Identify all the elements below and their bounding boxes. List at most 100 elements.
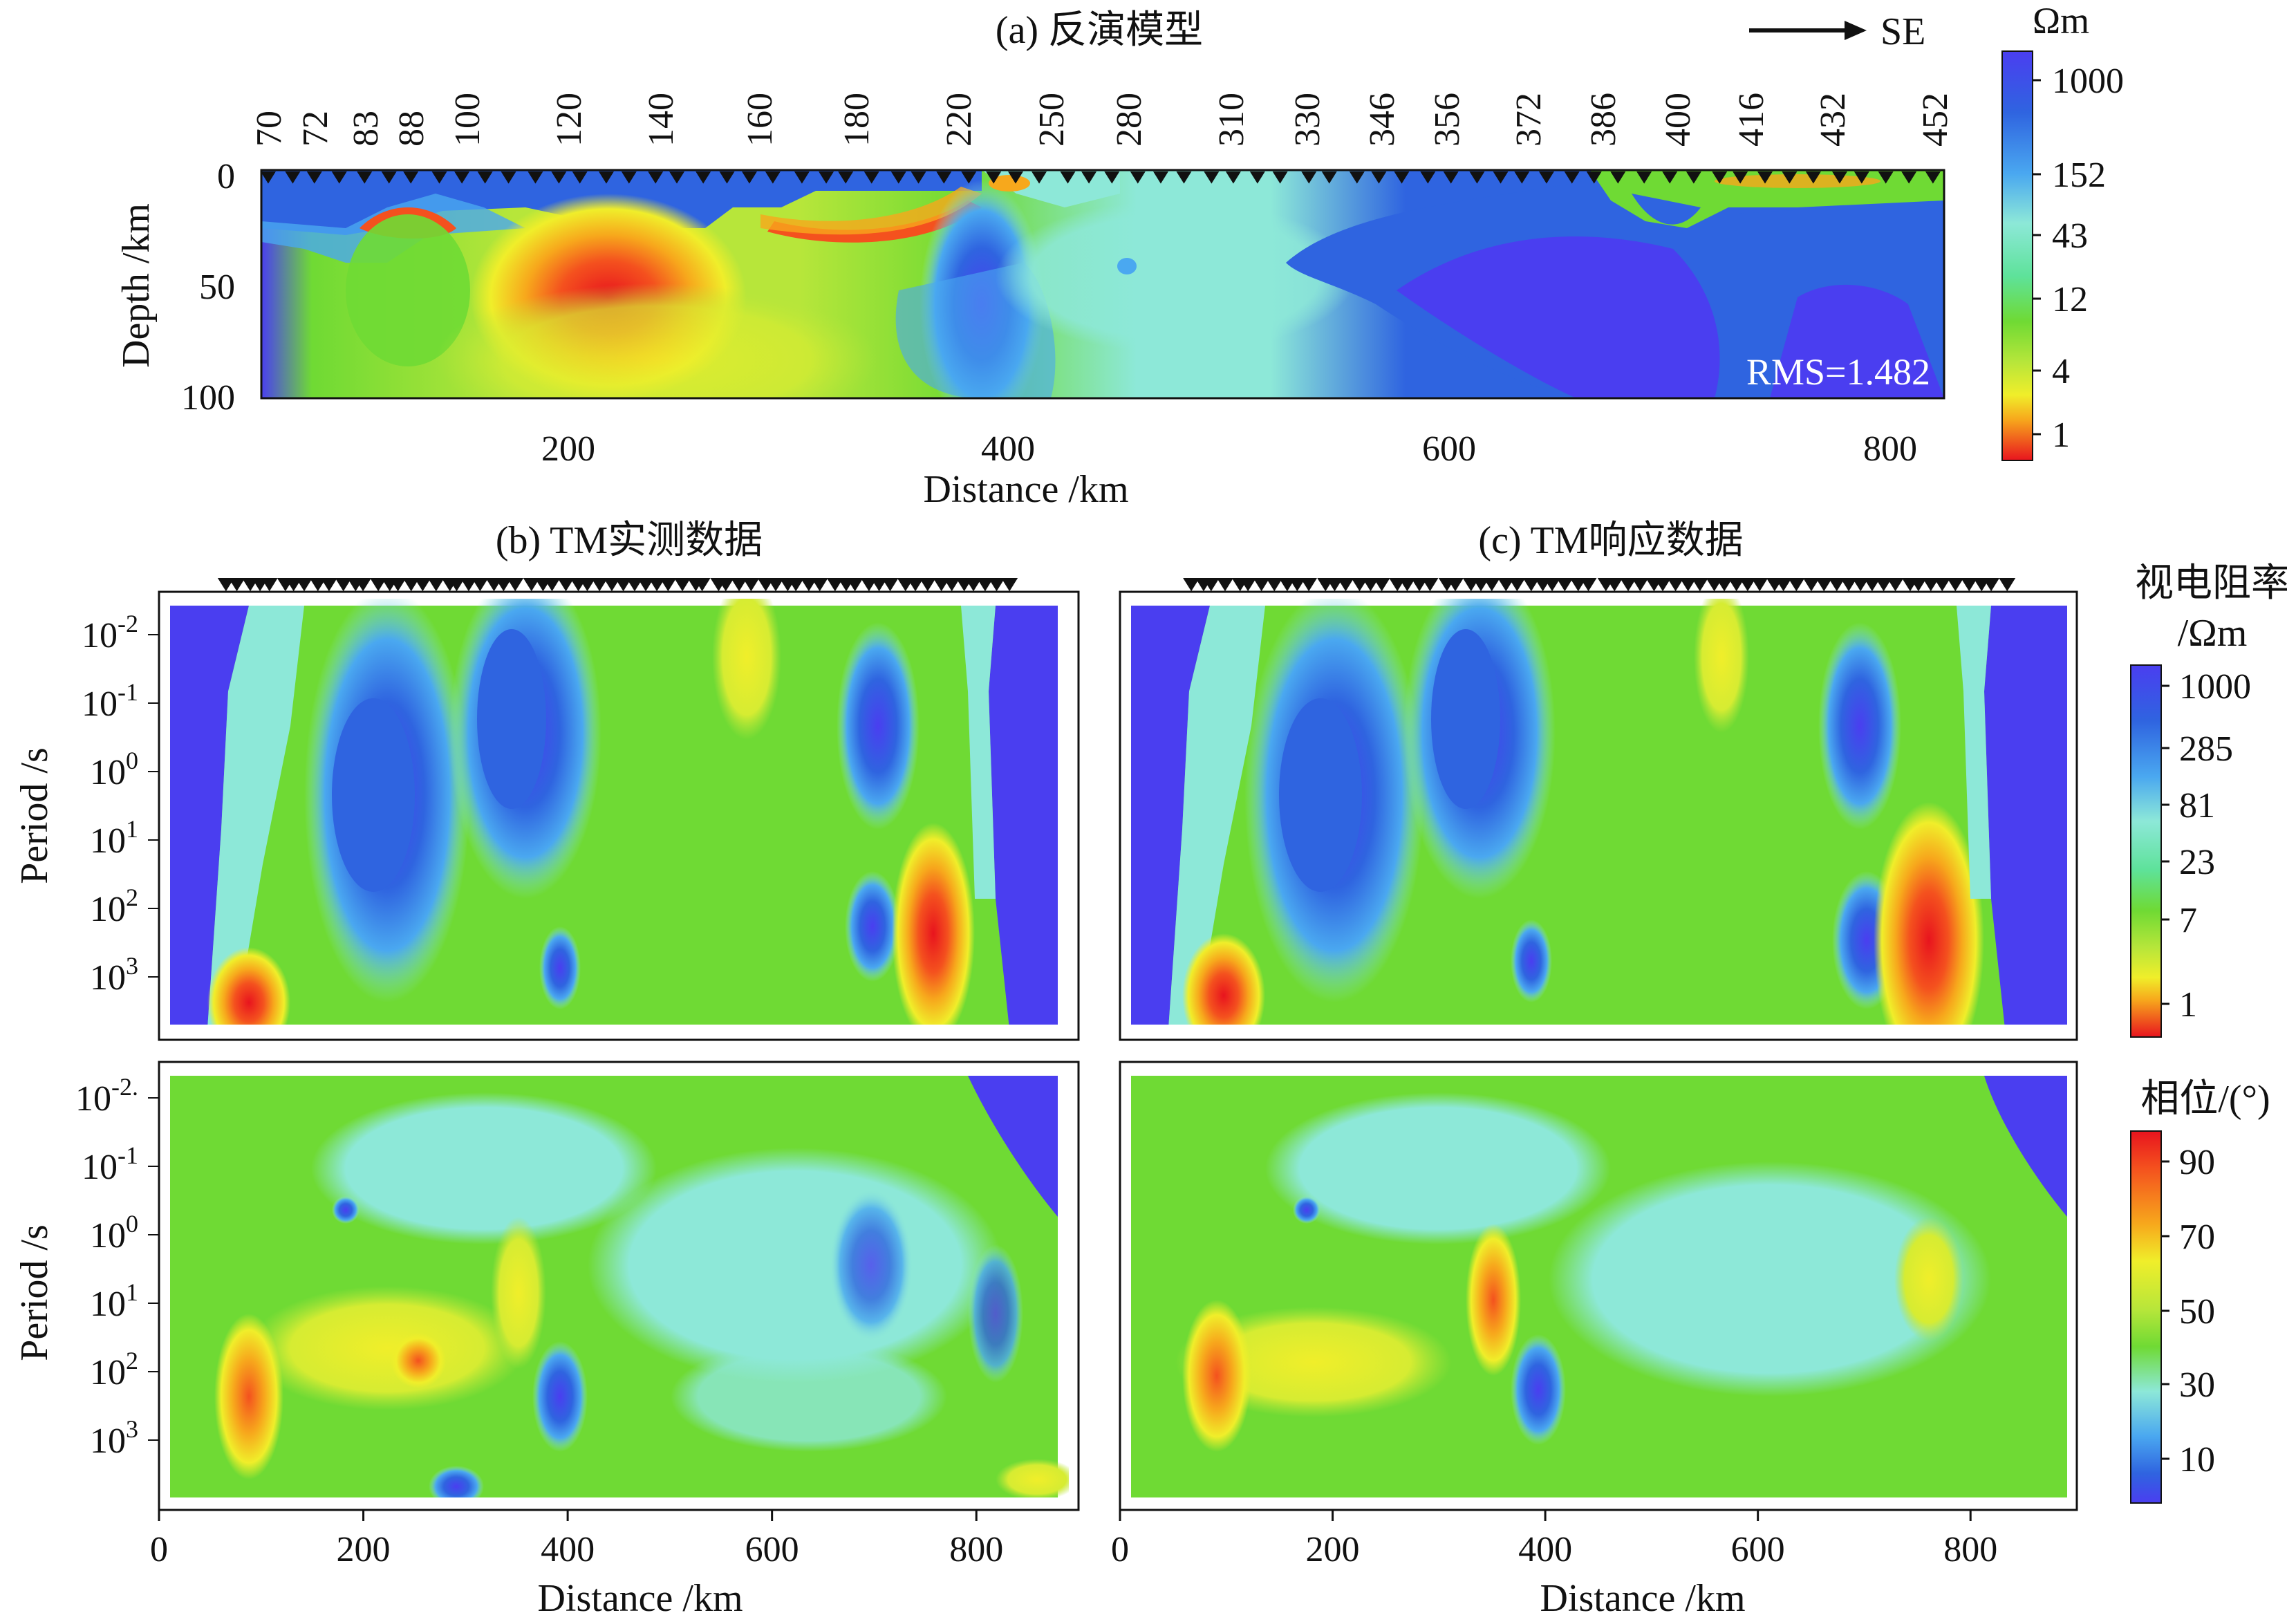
station-marker: [787, 578, 805, 592]
station-marker: [1999, 578, 2016, 592]
colorbar-a-tick-label: 12: [2052, 280, 2088, 319]
period-tick-label: 103: [90, 952, 138, 998]
panel-c-title: (c) TM响应数据: [1478, 519, 1743, 562]
station-marker: [228, 578, 245, 592]
station-marker: [890, 171, 906, 184]
station-marker: [669, 171, 685, 184]
station-marker: [765, 171, 781, 184]
station-marker: [261, 578, 278, 592]
station-marker: [355, 578, 372, 592]
station-marker: [1606, 578, 1623, 592]
station-marker: [370, 578, 387, 592]
station-marker: [1204, 171, 1220, 184]
station-marker: [621, 171, 637, 184]
colorbar-a-tick-label: 1: [2052, 416, 2070, 455]
phase-colorbar-tick-label: 70: [2179, 1217, 2215, 1257]
station-marker: [637, 578, 655, 592]
station-marker: [1733, 171, 1748, 184]
station-marker: [335, 578, 352, 592]
station-marker: [1961, 578, 1978, 592]
station-marker: [1662, 171, 1678, 184]
resistivity-plot-c: [1131, 599, 2067, 1025]
station-marker: [660, 578, 677, 592]
station-marker: [523, 578, 540, 592]
distance-label-c: Distance /km: [1540, 1577, 1745, 1620]
station-marker: [819, 171, 834, 184]
station-label: 70: [250, 111, 289, 147]
station-marker: [1266, 578, 1283, 592]
station-marker: [826, 578, 843, 592]
resistivity-colorbar-tick-label: 7: [2179, 901, 2197, 940]
distance-tick-label: 800: [949, 1530, 1003, 1569]
period-tick-label: 10-1: [82, 1141, 138, 1187]
distance-tick-label: 400: [1518, 1530, 1572, 1569]
station-marker: [1176, 171, 1192, 184]
distance-tick-label: 600: [745, 1530, 799, 1569]
station-marker: [448, 578, 465, 592]
station-label: 372: [1509, 93, 1549, 147]
period-tick-label: 100: [90, 1210, 138, 1256]
station-marker: [309, 578, 326, 592]
station-marker: [976, 578, 993, 592]
x-axis-a: 200 400 600 800: [541, 429, 1917, 469]
resistivity-colorbar-tick-label: 285: [2179, 729, 2233, 769]
station-marker: [731, 578, 748, 592]
station-marker: [1289, 578, 1306, 592]
station-label: 250: [1032, 93, 1072, 147]
station-marker: [846, 578, 864, 592]
station-marker: [1272, 171, 1288, 184]
station-marker: [598, 171, 614, 184]
colorbar-a-tick-label: 152: [2052, 156, 2106, 195]
station-marker: [870, 578, 888, 592]
station-marker: [1757, 171, 1773, 184]
period-label-bottom: Period /s: [13, 1224, 56, 1361]
station-marker: [1351, 578, 1368, 592]
station-marker: [1216, 578, 1233, 592]
station-marker: [1421, 578, 1439, 592]
station-marker: [357, 171, 373, 184]
station-label: 180: [837, 93, 877, 147]
svg-text:50: 50: [199, 268, 235, 307]
panel-c-phase-frame: [1119, 1061, 2078, 1511]
inversion-model-plot: [261, 170, 1944, 398]
station-marker: [331, 171, 347, 184]
station-marker: [1863, 578, 1880, 592]
station-marker: [1840, 578, 1858, 592]
panel-a-title: (a) 反演模型: [996, 9, 1203, 52]
period-tick-label: 102: [90, 1347, 138, 1392]
station-marker: [1686, 171, 1701, 184]
resistivity-colorbar-tick-label: 81: [2179, 786, 2215, 825]
station-marker: [1691, 578, 1708, 592]
station-marker: [260, 171, 276, 184]
station-marker: [1446, 578, 1464, 592]
station-marker: [1887, 578, 1904, 592]
station-marker: [907, 578, 924, 592]
station-label: 310: [1212, 93, 1251, 147]
station-marker: [1104, 171, 1120, 184]
resistivity-colorbar-tick-label: 1: [2179, 985, 2197, 1025]
station-marker: [961, 171, 977, 184]
station-marker: [800, 578, 817, 592]
station-marker: [1301, 171, 1317, 184]
phase-colorbar-label: 相位/(°): [2140, 1078, 2270, 1121]
station-marker: [1001, 578, 1018, 592]
period-label-top: Period /s: [13, 747, 56, 884]
station-marker: [864, 171, 879, 184]
station-marker: [1326, 578, 1343, 592]
station-label: 72: [296, 111, 335, 147]
station-marker: [1497, 578, 1515, 592]
station-marker: [1739, 578, 1756, 592]
station-marker: [1728, 578, 1745, 592]
resistivity-colorbar-label-1: 视电阻率: [2135, 562, 2287, 605]
period-tick-label: 100: [90, 747, 138, 792]
station-marker: [615, 578, 632, 592]
station-marker: [1854, 171, 1869, 184]
station-marker: [719, 171, 735, 184]
station-marker: [1300, 578, 1318, 592]
station-label: 346: [1363, 93, 1402, 147]
station-label: 356: [1428, 93, 1467, 147]
distance-tick-label: 200: [337, 1530, 391, 1569]
period-tick-label: 101: [90, 1278, 138, 1324]
panel-c-resistivity-frame: [1119, 590, 2078, 1041]
station-marker: [427, 578, 445, 592]
